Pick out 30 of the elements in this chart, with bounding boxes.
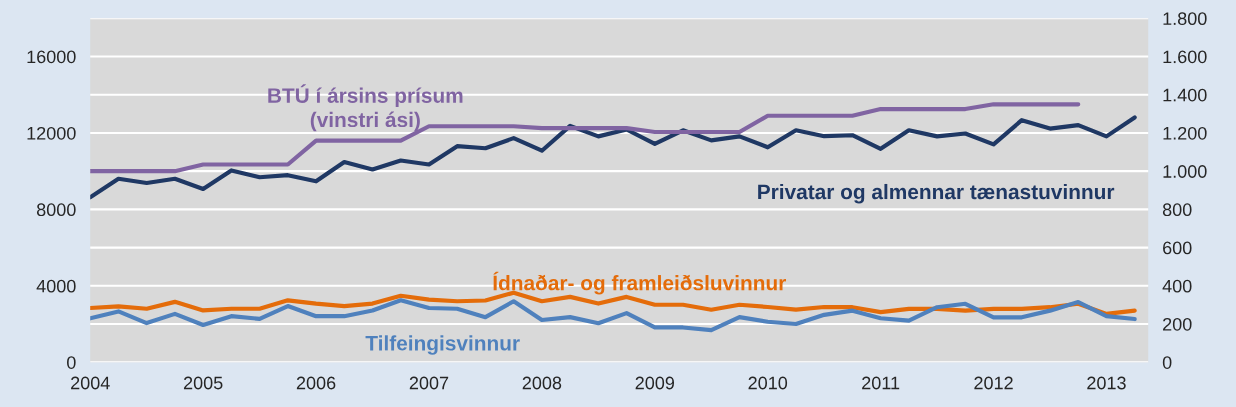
y2-tick-label: 1.600 [1163,50,1207,64]
series-label: BTÚ í ársins prísum (vinstri ási) [268,84,463,132]
y2-tick-label: 1.800 [1163,12,1207,26]
series-label: Ídnaðar- og framleiðsluvinnur [493,271,786,295]
x-tick-label: 2006 [296,376,336,390]
y-tick-label: 8000 [36,203,76,217]
x-tick-label: 2009 [635,376,675,390]
y2-tick-label: 1.200 [1163,126,1207,140]
y2-tick-label: 400 [1162,279,1192,293]
line-series [90,298,1137,333]
x-tick-label: 2010 [748,376,788,390]
y2-tick-label: 0 [1162,356,1172,369]
y-tick-label: 12000 [27,126,76,140]
y2-tick-label: 800 [1162,203,1192,217]
y-tick-label: 4000 [36,279,76,293]
y2-tick-label: 1.000 [1163,165,1207,178]
y2-tick-label: 1.400 [1163,88,1207,102]
y2-tick-label: 600 [1163,241,1192,255]
x-tick-label: 2005 [183,376,223,390]
x-tick-label: 2008 [522,376,562,390]
x-tick-label: 2012 [974,376,1013,390]
series-label: Tilfeingisvinnur [365,335,520,355]
x-tick-label: 2007 [409,376,449,390]
x-tick-label: 2011 [862,376,900,390]
x-tick-label: 2004 [71,376,110,390]
series-label: Privatar og almennar tænastuvinnur [758,183,1115,204]
y-tick-label: 0 [67,356,76,369]
x-tick-label: 2013 [1087,376,1126,390]
y2-tick-label: 200 [1163,317,1192,331]
y-tick-label: 16000 [27,50,76,64]
